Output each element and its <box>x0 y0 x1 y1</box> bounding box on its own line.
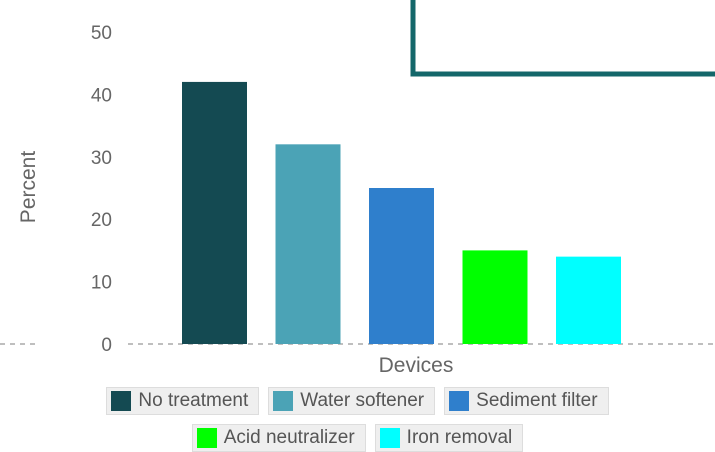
bar-water-softener[interactable] <box>275 144 341 344</box>
legend-label: No treatment <box>138 390 249 411</box>
legend-item-water-softener[interactable]: Water softener <box>268 387 436 415</box>
overlay-box-outline <box>410 0 715 77</box>
legend-swatch <box>449 391 470 411</box>
bar-sediment-filter[interactable] <box>369 188 434 344</box>
bars-group <box>182 81 621 345</box>
legend-label: Water softener <box>300 390 425 411</box>
legend-label: Sediment filter <box>476 390 598 411</box>
y-tick-label: 0 <box>101 335 112 356</box>
legend-swatch <box>196 428 217 448</box>
y-tick-label: 50 <box>91 23 112 44</box>
legend-item-no-treatment[interactable]: No treatment <box>106 387 260 415</box>
bar-iron-removal[interactable] <box>556 256 621 344</box>
legend-swatch <box>273 391 294 411</box>
y-tick-label: 20 <box>91 210 112 231</box>
x-axis-label: Devices <box>379 354 454 377</box>
legend-item-acid-neutralizer[interactable]: Acid neutralizer <box>191 424 366 452</box>
bar-acid-neutralizer[interactable] <box>462 250 528 344</box>
y-tick-label: 40 <box>91 85 112 106</box>
y-tick-label: 10 <box>91 273 112 294</box>
legend-item-sediment-filter[interactable]: Sediment filter <box>444 387 609 415</box>
legend-label: Iron removal <box>406 427 513 448</box>
legend-row-2: Acid neutralizer Iron removal <box>0 424 715 452</box>
legend-swatch <box>379 428 400 448</box>
y-axis-label: Percent <box>17 151 40 224</box>
y-axis-ticks: 0 10 20 30 40 50 <box>91 23 112 356</box>
legend-row-1: No treatment Water softener Sediment fil… <box>0 387 715 415</box>
legend-item-iron-removal[interactable]: Iron removal <box>374 424 524 452</box>
legend-label: Acid neutralizer <box>223 427 355 448</box>
legend-swatch <box>111 391 132 411</box>
y-tick-label: 30 <box>91 148 112 169</box>
bar-no-treatment[interactable] <box>182 81 247 345</box>
